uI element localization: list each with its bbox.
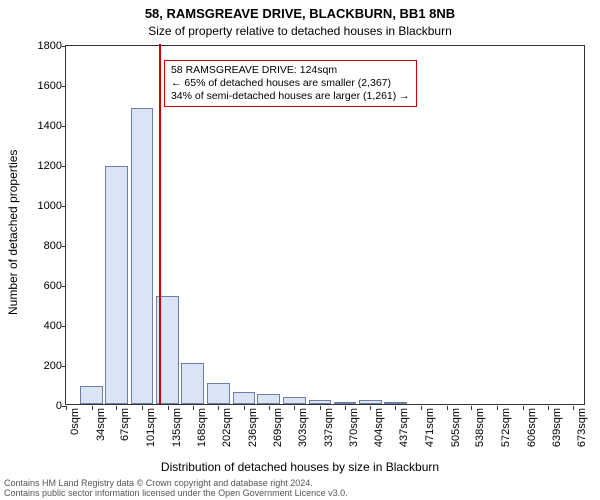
histogram-bar [309, 400, 332, 404]
x-tick-mark [395, 406, 396, 410]
x-tick-mark [497, 406, 498, 410]
histogram-bar [233, 392, 256, 404]
histogram-bar [283, 397, 306, 404]
y-axis-label: Number of detached properties [6, 150, 20, 315]
y-tick-label: 200 [26, 360, 62, 372]
histogram-bar [207, 383, 230, 404]
y-tick-mark [62, 326, 66, 327]
x-tick-label: 168sqm [196, 408, 208, 448]
x-tick-mark [92, 406, 93, 410]
x-tick-label: 269sqm [272, 408, 284, 448]
x-tick-label: 505sqm [450, 408, 462, 448]
y-tick-label: 1800 [26, 40, 62, 52]
x-tick-label: 101sqm [145, 408, 157, 448]
x-tick-label: 538sqm [474, 408, 486, 448]
x-tick-mark [142, 406, 143, 410]
x-tick-label: 404sqm [373, 408, 385, 448]
y-tick-mark [62, 206, 66, 207]
x-tick-mark [294, 406, 295, 410]
chart-title-line2: Size of property relative to detached ho… [0, 24, 600, 38]
y-tick-label: 0 [26, 400, 62, 412]
y-tick-mark [62, 126, 66, 127]
x-axis-label: Distribution of detached houses by size … [0, 460, 600, 474]
x-tick-mark [548, 406, 549, 410]
chart-container: 58, RAMSGREAVE DRIVE, BLACKBURN, BB1 8NB… [0, 0, 600, 500]
x-tick-mark [447, 406, 448, 410]
x-tick-label: 606sqm [526, 408, 538, 448]
y-tick-mark [62, 366, 66, 367]
x-tick-label: 135sqm [171, 408, 183, 448]
y-tick-mark [62, 46, 66, 47]
annotation-box: 58 RAMSGREAVE DRIVE: 124sqm← 65% of deta… [164, 60, 417, 107]
annotation-line: ← 65% of detached houses are smaller (2,… [171, 77, 410, 90]
histogram-bar [334, 402, 357, 404]
y-tick-mark [62, 86, 66, 87]
x-tick-label: 0sqm [69, 408, 81, 448]
y-tick-label: 800 [26, 240, 62, 252]
histogram-bar [131, 108, 154, 404]
x-tick-label: 370sqm [348, 408, 360, 448]
annotation-line: 34% of semi-detached houses are larger (… [171, 90, 410, 103]
footer-attribution: Contains HM Land Registry data © Crown c… [4, 478, 596, 498]
histogram-bar [359, 400, 382, 404]
y-tick-mark [62, 246, 66, 247]
histogram-bar [80, 386, 103, 404]
x-tick-label: 337sqm [323, 408, 335, 448]
y-tick-label: 1600 [26, 80, 62, 92]
y-tick-mark [62, 166, 66, 167]
x-tick-mark [421, 406, 422, 410]
footer-line1: Contains HM Land Registry data © Crown c… [4, 478, 596, 488]
x-tick-mark [573, 406, 574, 410]
x-tick-mark [320, 406, 321, 410]
x-tick-label: 639sqm [551, 408, 563, 448]
x-tick-mark [471, 406, 472, 410]
x-tick-mark [269, 406, 270, 410]
x-tick-mark [244, 406, 245, 410]
histogram-bar [105, 166, 128, 404]
x-tick-mark [66, 406, 67, 410]
x-tick-label: 67sqm [119, 408, 131, 448]
y-tick-label: 400 [26, 320, 62, 332]
x-tick-label: 572sqm [500, 408, 512, 448]
x-tick-label: 34sqm [95, 408, 107, 448]
chart-area: 02004006008001000120014001600180058 RAMS… [65, 45, 585, 405]
x-tick-label: 437sqm [398, 408, 410, 448]
x-tick-mark [218, 406, 219, 410]
y-tick-label: 1400 [26, 120, 62, 132]
x-tick-mark [168, 406, 169, 410]
histogram-bar [257, 394, 280, 404]
x-tick-mark [523, 406, 524, 410]
histogram-bar [384, 402, 407, 404]
x-tick-label: 202sqm [221, 408, 233, 448]
x-tick-label: 303sqm [297, 408, 309, 448]
y-tick-mark [62, 286, 66, 287]
x-tick-label: 471sqm [424, 408, 436, 448]
x-tick-mark [370, 406, 371, 410]
x-tick-label: 673sqm [576, 408, 588, 448]
histogram-bar [181, 363, 204, 404]
plot-region: 02004006008001000120014001600180058 RAMS… [65, 45, 585, 405]
footer-line2: Contains public sector information licen… [4, 488, 596, 498]
chart-title-line1: 58, RAMSGREAVE DRIVE, BLACKBURN, BB1 8NB [0, 6, 600, 21]
x-tick-mark [193, 406, 194, 410]
y-tick-label: 1000 [26, 200, 62, 212]
x-tick-mark [345, 406, 346, 410]
x-tick-label: 236sqm [247, 408, 259, 448]
y-tick-label: 600 [26, 280, 62, 292]
annotation-line: 58 RAMSGREAVE DRIVE: 124sqm [171, 64, 410, 77]
x-tick-mark [116, 406, 117, 410]
property-marker-line [159, 44, 161, 404]
y-tick-label: 1200 [26, 160, 62, 172]
